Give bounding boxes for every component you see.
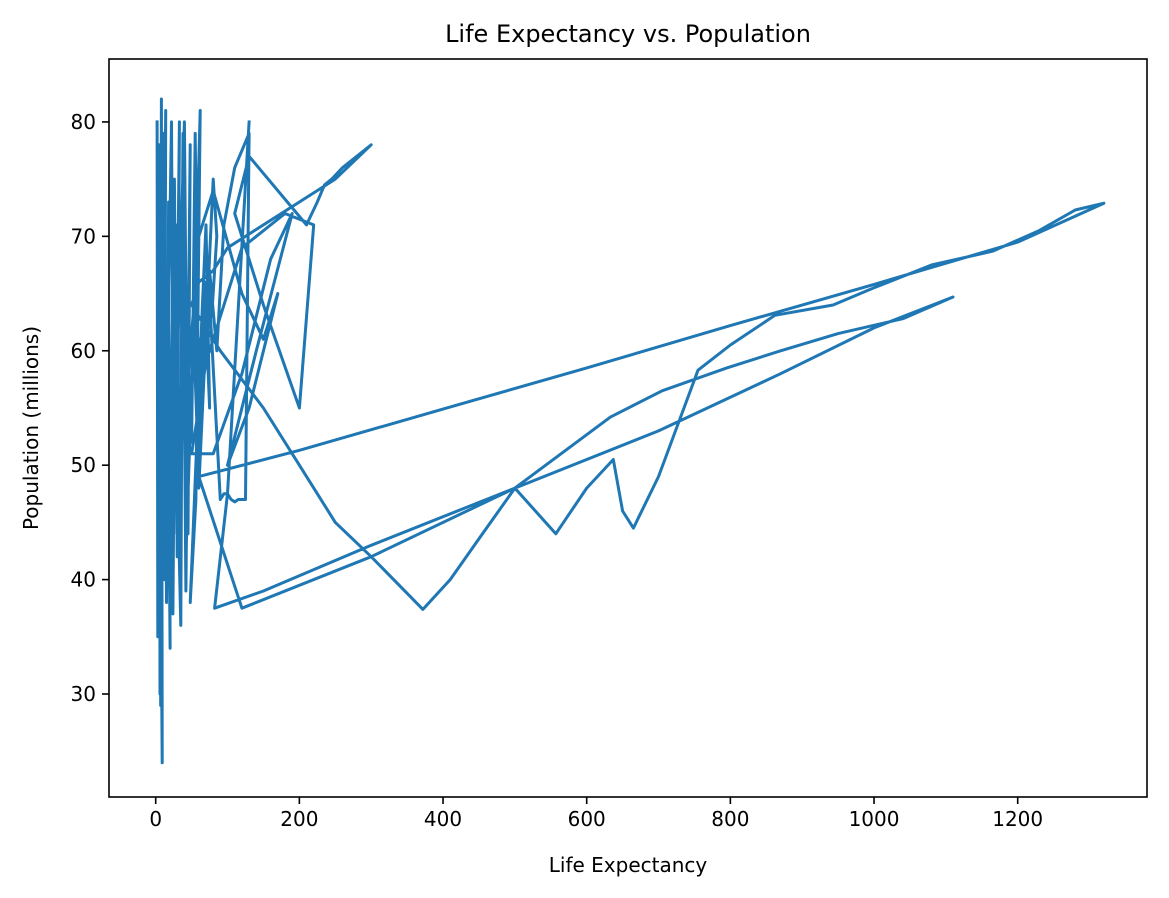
- x-tick-label: 200: [280, 807, 318, 831]
- y-tick-label: 50: [71, 453, 96, 477]
- x-tick-label: 800: [711, 807, 749, 831]
- x-tick-label: 1000: [849, 807, 900, 831]
- x-tick-label: 0: [149, 807, 162, 831]
- x-tick-label: 1200: [992, 807, 1043, 831]
- y-axis-label: Population (millions): [19, 326, 43, 530]
- y-tick-label: 30: [71, 682, 96, 706]
- y-tick-label: 70: [71, 224, 96, 248]
- y-tick-label: 80: [71, 110, 96, 134]
- series-line: [155, 97, 1106, 765]
- x-tick-label: 600: [568, 807, 606, 831]
- y-axis-ticks: 30 40 50 60 70 80: [71, 110, 109, 706]
- y-tick-label: 40: [71, 568, 96, 592]
- chart-title: Life Expectancy vs. Population: [445, 20, 811, 48]
- y-tick-label: 60: [71, 339, 96, 363]
- x-axis-ticks: 0 200 400 600 800 1000 1200: [149, 797, 1043, 831]
- plot-area-background: [109, 59, 1147, 797]
- x-tick-label: 400: [424, 807, 462, 831]
- plot-frame: [108, 58, 1148, 798]
- x-axis-label: Life Expectancy: [549, 853, 708, 877]
